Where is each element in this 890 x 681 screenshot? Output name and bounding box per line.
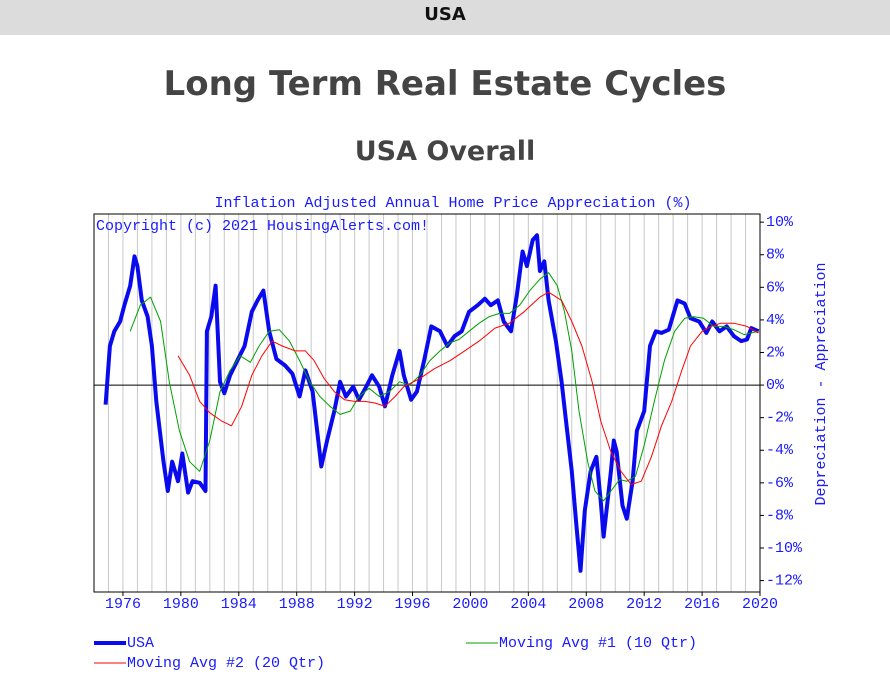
page-subtitle: USA Overall (354, 136, 536, 167)
y-tick-label: -2% (766, 410, 794, 427)
y-tick-label: 8% (766, 247, 785, 264)
x-tick-label: 2004 (510, 596, 546, 613)
x-tick-label: 1988 (279, 596, 315, 613)
y-tick-label: -10% (766, 540, 803, 557)
x-tick-label: 1980 (163, 596, 199, 613)
x-tick-label: 2000 (452, 596, 488, 613)
copyright: Copyright (c) 2021 HousingAlerts.com! (96, 218, 429, 235)
series-line (129, 272, 759, 502)
series-lines (103, 233, 760, 573)
x-tick-label: 1992 (337, 596, 373, 613)
chart-title: Inflation Adjusted Annual Home Price App… (214, 195, 691, 212)
x-tick-label: 1984 (221, 596, 257, 613)
x-tick-label: 2008 (568, 596, 604, 613)
page-title: Long Term Real Estate Cycles (163, 64, 727, 104)
y-axis-label: Depreciation - Appreciation (813, 262, 830, 505)
legend-label: Moving Avg #2 (20 Qtr) (127, 655, 325, 672)
y-tick-label: -12% (766, 573, 803, 590)
series-line (177, 291, 759, 485)
plot-frame (93, 213, 761, 593)
y-tick-label: -4% (766, 442, 794, 459)
y-tick-label: 2% (766, 344, 785, 361)
y-tick-label: 10% (766, 214, 794, 231)
x-tick-label: 1976 (105, 596, 141, 613)
series-line (103, 233, 760, 573)
x-tick-label: 2020 (742, 596, 778, 613)
legend-label: USA (127, 635, 154, 652)
y-tick-label: -6% (766, 475, 794, 492)
header-bar: USA (0, 0, 890, 35)
y-tick-label: -8% (766, 507, 794, 524)
x-tick-label: 2016 (684, 596, 720, 613)
y-tick-label: 0% (766, 377, 785, 394)
x-tick-label: 2012 (626, 596, 662, 613)
y-tick-label: 4% (766, 312, 785, 329)
y-tick-label: 6% (766, 279, 785, 296)
x-tick-label: 1996 (395, 596, 431, 613)
legend-label: Moving Avg #1 (10 Qtr) (499, 635, 697, 652)
